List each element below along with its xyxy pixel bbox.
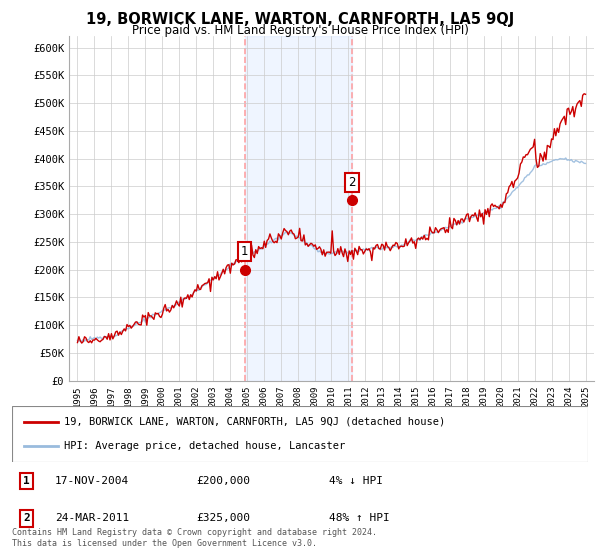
Text: HPI: Average price, detached house, Lancaster: HPI: Average price, detached house, Lanc…: [64, 441, 345, 451]
FancyBboxPatch shape: [12, 406, 588, 462]
Text: £200,000: £200,000: [196, 476, 250, 486]
Text: 48% ↑ HPI: 48% ↑ HPI: [329, 514, 389, 524]
Text: 17-NOV-2004: 17-NOV-2004: [55, 476, 130, 486]
Text: 1: 1: [241, 245, 248, 258]
Text: 19, BORWICK LANE, WARTON, CARNFORTH, LA5 9QJ (detached house): 19, BORWICK LANE, WARTON, CARNFORTH, LA5…: [64, 417, 445, 427]
Text: 2: 2: [349, 176, 356, 189]
Text: 1: 1: [23, 476, 30, 486]
Text: Contains HM Land Registry data © Crown copyright and database right 2024.
This d: Contains HM Land Registry data © Crown c…: [12, 528, 377, 548]
Text: 4% ↓ HPI: 4% ↓ HPI: [329, 476, 383, 486]
Bar: [245, 36, 352, 381]
Text: £325,000: £325,000: [196, 514, 250, 524]
Text: Price paid vs. HM Land Registry's House Price Index (HPI): Price paid vs. HM Land Registry's House …: [131, 24, 469, 36]
Text: 2: 2: [23, 514, 30, 524]
Text: 19, BORWICK LANE, WARTON, CARNFORTH, LA5 9QJ: 19, BORWICK LANE, WARTON, CARNFORTH, LA5…: [86, 12, 514, 27]
Text: 24-MAR-2011: 24-MAR-2011: [55, 514, 130, 524]
